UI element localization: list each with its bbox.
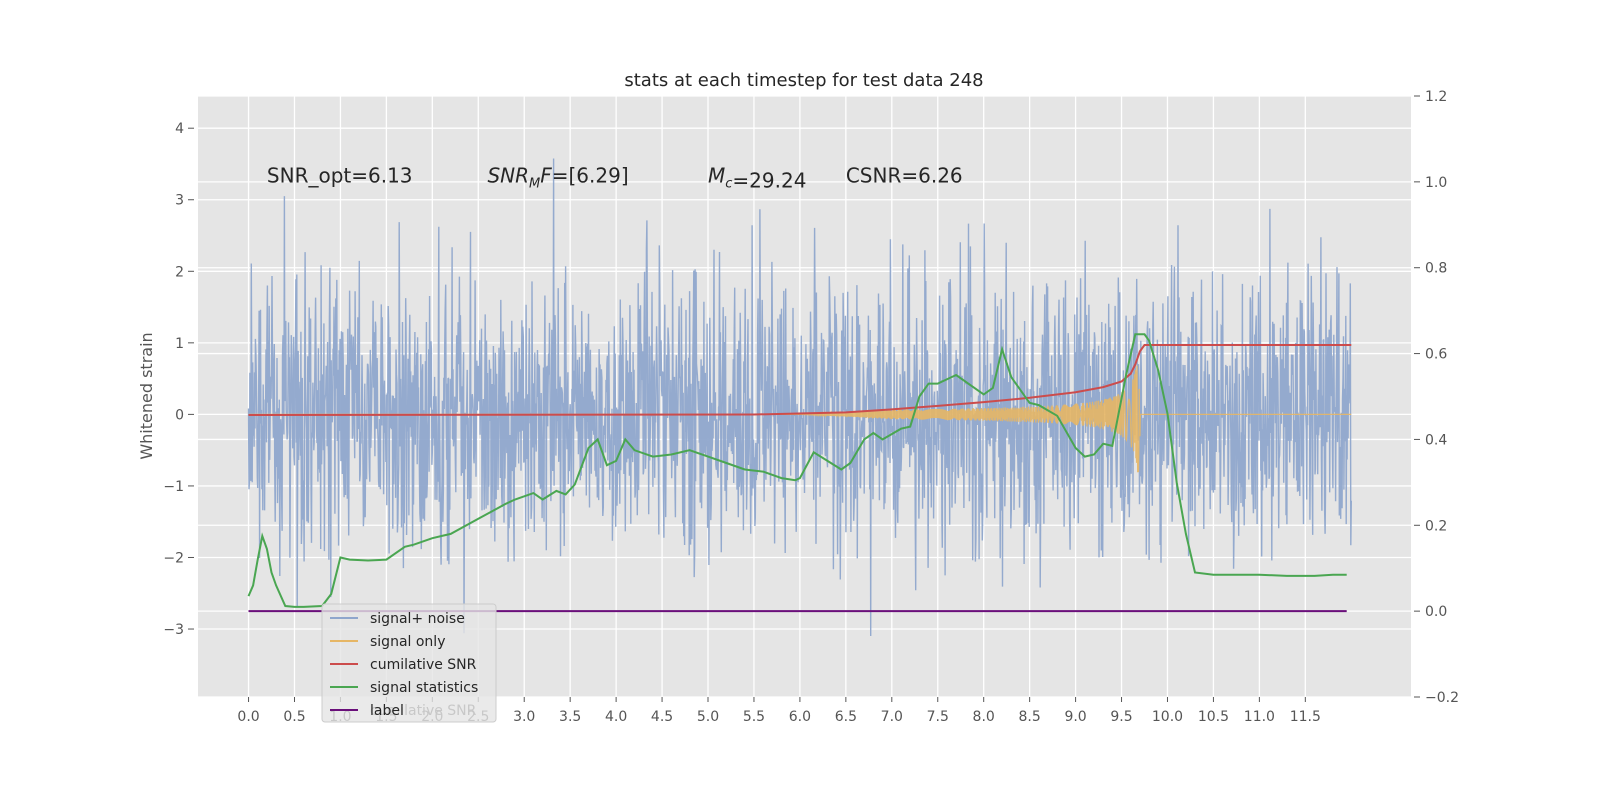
legend-label: signal statistics xyxy=(370,680,478,696)
y-tick-label: 0 xyxy=(175,407,184,423)
x-tick-label: 4.5 xyxy=(651,709,673,725)
x-tick-label: 9.0 xyxy=(1064,709,1086,725)
y-tick-label: −2 xyxy=(163,550,184,566)
x-tick-label: 4.0 xyxy=(605,709,627,725)
chart-title: stats at each timestep for test data 248 xyxy=(624,70,983,91)
legend-box xyxy=(321,603,497,723)
x-tick-label: 0.0 xyxy=(237,709,259,725)
annotations: SNR_opt=6.13 SNRMF=[6.29] Mc=29.24 CSNR=6.2… xyxy=(267,164,963,193)
legend: signal+ noise signal only cumilative SNR si… xyxy=(321,603,497,723)
legend-label: label xyxy=(370,703,404,719)
series-signal-statistics-line xyxy=(247,333,1347,608)
x-tick-label: 10.0 xyxy=(1152,709,1183,725)
y-tick-label: 3 xyxy=(175,193,184,209)
y-right-tick-label: 1.0 xyxy=(1425,175,1447,191)
x-tick-label: 10.5 xyxy=(1198,709,1229,725)
x-tick-label: 5.0 xyxy=(697,709,719,725)
y-tick-label: 1 xyxy=(175,336,184,352)
legend-label: signal only xyxy=(370,634,445,650)
y-right-tick-label: 0.4 xyxy=(1425,432,1447,448)
x-tick-label: 11.0 xyxy=(1244,709,1275,725)
y-tick-label: −3 xyxy=(163,622,184,638)
y-axis-left: −3 −2 −1 0 1 2 3 4 xyxy=(163,121,194,638)
annotation-label: SNRMF=[6.29] xyxy=(487,164,628,192)
series-signal-noise-line xyxy=(247,158,1352,637)
y-axis-right: −0.2 0.0 0.2 0.4 0.6 0.8 1.0 1.2 xyxy=(1414,89,1459,706)
y-right-tick-label: 0.8 xyxy=(1425,261,1447,277)
x-tick-label: 6.5 xyxy=(835,709,857,725)
annotation-label: Mc=29.24 xyxy=(708,164,806,193)
y-right-tick-label: 0.6 xyxy=(1425,347,1447,363)
annotation-label: SNR_opt=6.13 xyxy=(267,164,413,188)
x-tick-label: 11.5 xyxy=(1290,709,1321,725)
series-cumulative-snr-line xyxy=(248,344,1352,416)
y-right-tick-label: −0.2 xyxy=(1425,690,1459,706)
x-tick-label: 7.5 xyxy=(927,709,949,725)
y-tick-label: 4 xyxy=(175,121,184,137)
x-tick-label: 8.0 xyxy=(973,709,995,725)
annotation-label: CSNR=6.26 xyxy=(846,164,963,188)
legend-label: signal+ noise xyxy=(370,611,465,627)
x-tick-label: 7.0 xyxy=(881,709,903,725)
x-tick-label: 6.0 xyxy=(789,709,811,725)
x-tick-label: 3.0 xyxy=(513,709,535,725)
y-right-tick-label: 1.2 xyxy=(1425,89,1447,105)
x-tick-label: 3.5 xyxy=(559,709,581,725)
legend-ghost-text: cumilative SNR xyxy=(370,703,477,719)
x-tick-label: 5.5 xyxy=(743,709,765,725)
y-right-tick-label: 0.2 xyxy=(1425,518,1447,534)
legend-label: cumilative SNR xyxy=(370,657,477,673)
y-tick-label: 2 xyxy=(175,264,184,280)
y-tick-label: −1 xyxy=(163,479,184,495)
y-axis-label: Whitened strain xyxy=(137,332,156,459)
x-tick-label: 8.5 xyxy=(1019,709,1041,725)
y-right-tick-label: 0.0 xyxy=(1425,604,1447,620)
x-tick-label: 9.5 xyxy=(1110,709,1132,725)
x-tick-label: 0.5 xyxy=(283,709,305,725)
